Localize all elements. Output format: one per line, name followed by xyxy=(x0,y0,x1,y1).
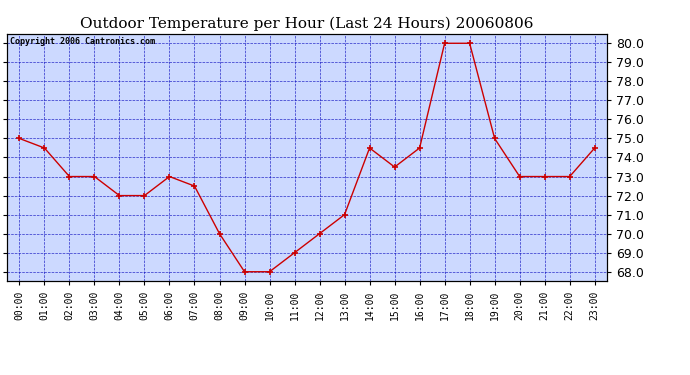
Title: Outdoor Temperature per Hour (Last 24 Hours) 20060806: Outdoor Temperature per Hour (Last 24 Ho… xyxy=(80,17,534,31)
Text: Copyright 2006 Cantronics.com: Copyright 2006 Cantronics.com xyxy=(10,38,155,46)
